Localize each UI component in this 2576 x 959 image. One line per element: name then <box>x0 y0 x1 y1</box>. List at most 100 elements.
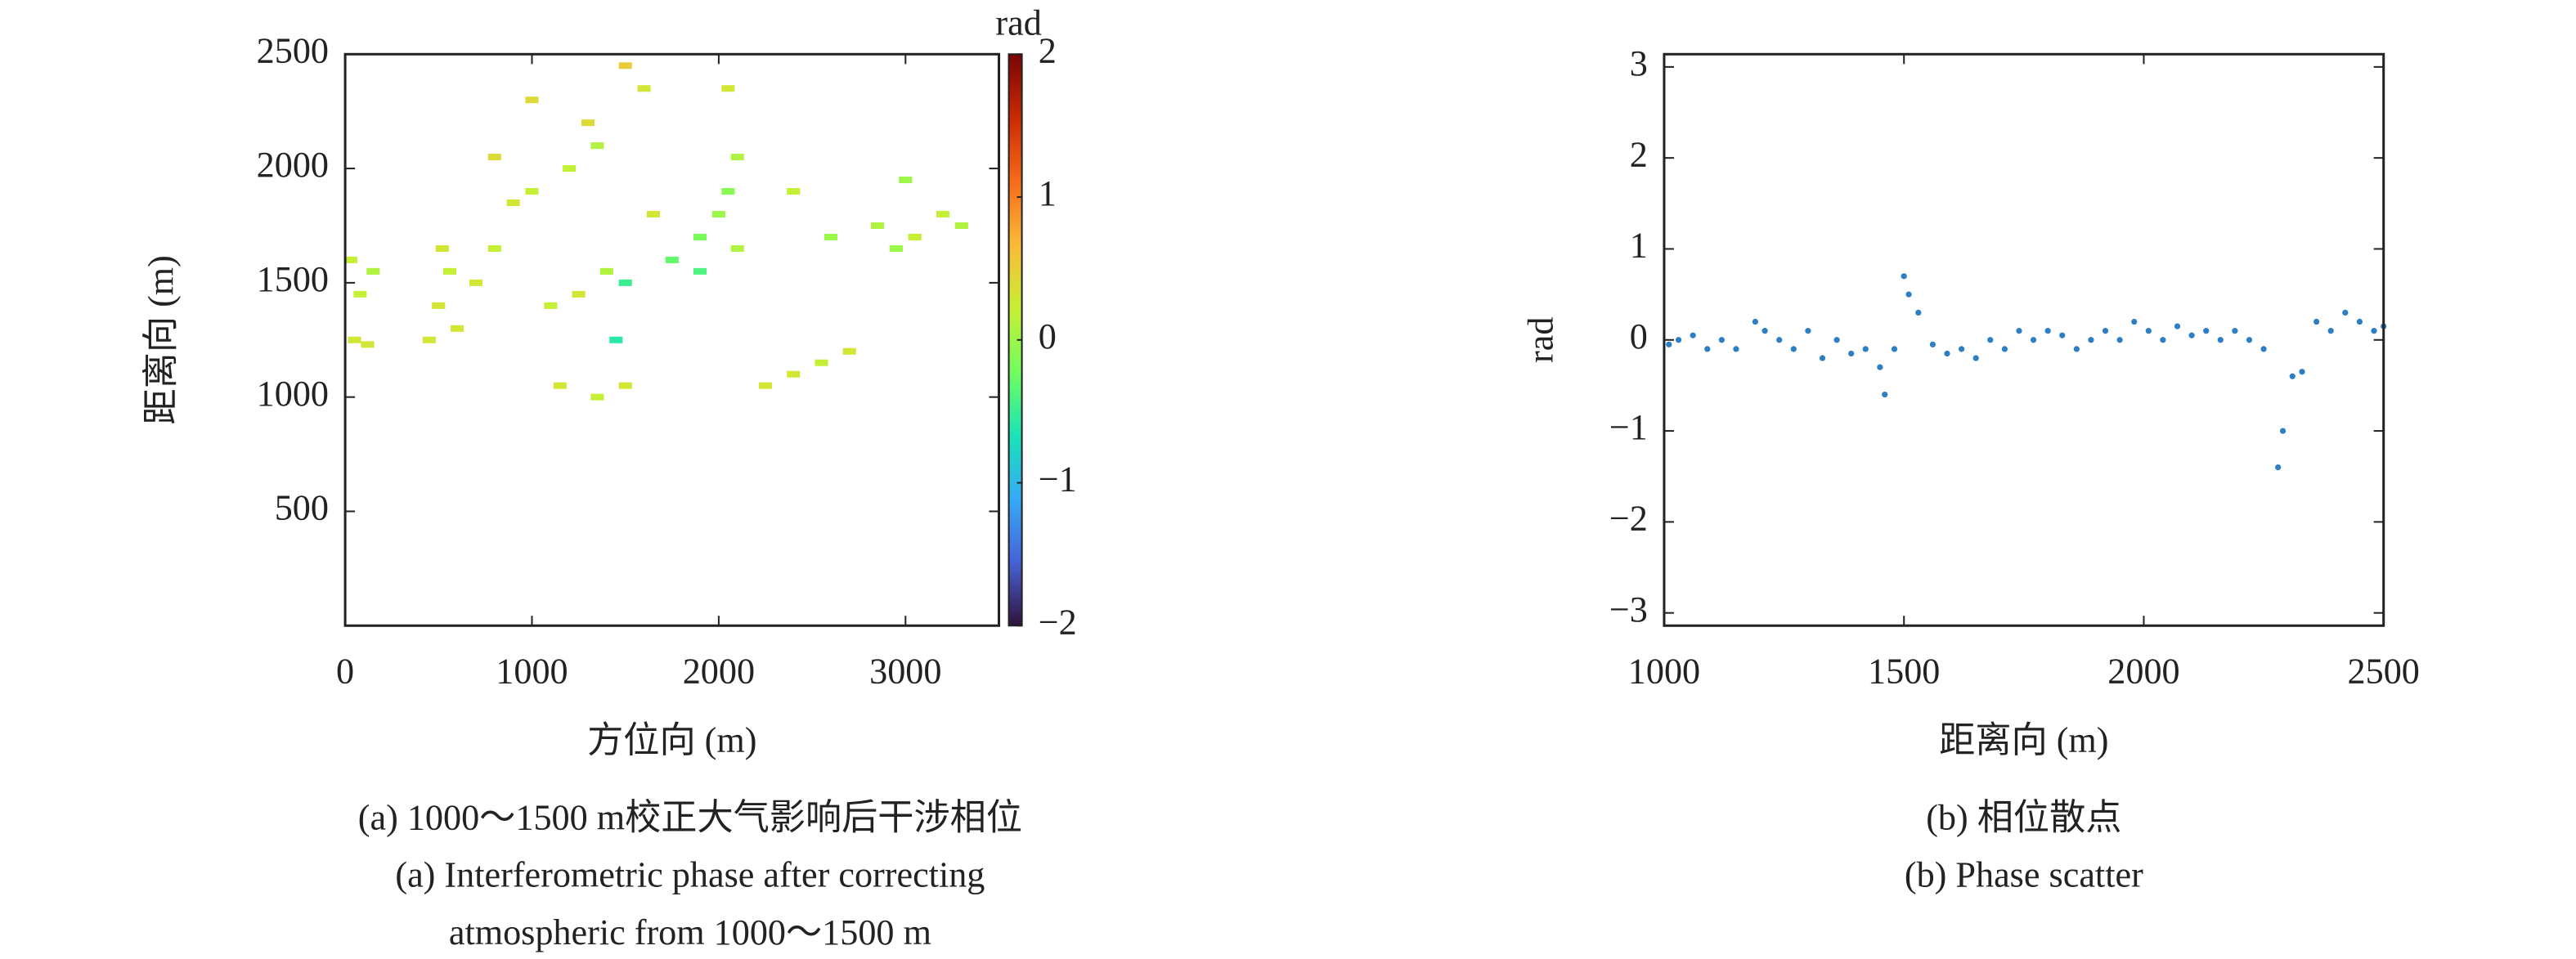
phase-point <box>451 325 464 332</box>
scatter-point <box>2174 323 2181 329</box>
x-tick-label: 1000 <box>1628 652 1700 692</box>
phase-point <box>343 256 357 263</box>
phase-point <box>435 244 449 252</box>
phase-point <box>609 336 623 343</box>
y-tick-label: 1 <box>1630 226 1648 266</box>
phase-point <box>842 347 856 355</box>
y-tick-label: 2000 <box>257 145 329 185</box>
scatter-point <box>2001 346 2008 352</box>
caption: (b) Phase scatter <box>1905 855 2143 895</box>
scatter-point <box>2279 428 2287 434</box>
scatter-point <box>1848 350 1855 357</box>
scatter-point <box>1901 273 1907 280</box>
phase-point <box>487 154 501 161</box>
plot-frame <box>343 52 1000 627</box>
caption: atmospheric from 1000～1500 m <box>449 912 931 952</box>
y-tick-label: 1000 <box>257 374 329 414</box>
phase-point <box>815 359 828 366</box>
colorbar-label: rad <box>995 2 1041 43</box>
scatter-point <box>1862 346 1869 352</box>
colorbar-tick-label: 2 <box>1039 30 1057 70</box>
scatter-point <box>2030 337 2037 343</box>
scatter-point <box>1972 355 1979 361</box>
y-tick-label: −1 <box>1609 407 1648 447</box>
scatter-point <box>1704 346 1711 352</box>
scatter-point <box>2260 346 2267 352</box>
caption: (a) 1000～1500 m校正大气影响后干涉相位 <box>358 797 1022 837</box>
phase-point <box>348 336 361 343</box>
phase-point <box>693 267 707 275</box>
scatter-point <box>2203 328 2210 334</box>
phase-point <box>361 341 375 348</box>
phase-point <box>618 279 632 286</box>
x-axis-label: 距离向 (m) <box>1939 720 2108 760</box>
scatter-point <box>1929 341 1936 347</box>
scatter-point <box>2044 328 2051 334</box>
scatter-point <box>2016 328 2022 334</box>
scatter-point <box>1675 337 1682 343</box>
phase-point <box>442 267 457 275</box>
scatter-point <box>2131 318 2138 325</box>
phase-point <box>525 96 539 104</box>
scatter-point <box>1944 350 1950 357</box>
colorbar-tick-label: 1 <box>1039 173 1057 213</box>
scatter-point <box>2088 337 2094 343</box>
x-tick-label: 2500 <box>2348 652 2420 692</box>
scatter-point <box>2371 328 2377 334</box>
phase-point <box>908 233 922 240</box>
scatter-point <box>1882 391 1888 398</box>
phase-point <box>581 119 595 127</box>
phase-point <box>936 210 950 218</box>
scatter-point <box>1877 364 1883 370</box>
phase-point <box>525 188 539 195</box>
scatter-point <box>2188 332 2195 338</box>
scatter-point <box>1666 341 1672 347</box>
x-tick-label: 2000 <box>683 652 755 692</box>
phase-point <box>899 177 913 184</box>
scatter-point <box>1819 355 1826 361</box>
scatter-point <box>1915 309 1922 316</box>
scatter-point <box>1733 346 1739 352</box>
scatter-point <box>2073 346 2080 352</box>
scatter-point <box>1833 337 1840 343</box>
phase-point <box>721 85 735 92</box>
caption: (b) 相位散点 <box>1926 797 2121 837</box>
scatter-point <box>2313 318 2320 325</box>
phase-point <box>432 302 446 309</box>
scatter-point <box>1891 346 1898 352</box>
phase-point <box>665 256 679 263</box>
x-tick-label: 0 <box>336 652 354 692</box>
scatter-point <box>2102 328 2109 334</box>
phase-point <box>787 188 801 195</box>
scatter-point <box>2289 373 2296 379</box>
y-tick-label: 2500 <box>257 30 329 70</box>
phase-point <box>637 85 651 92</box>
scatter-point <box>2232 328 2238 334</box>
scatter-point <box>1805 328 1811 334</box>
phase-point <box>572 290 586 298</box>
phase-point <box>787 370 801 378</box>
phase-point <box>824 233 837 240</box>
scatter-point <box>2356 318 2363 325</box>
y-tick-label: 0 <box>1630 316 1648 356</box>
scatter-point <box>1958 346 1965 352</box>
phase-point <box>590 393 604 401</box>
phase-point <box>889 244 903 252</box>
phase-point <box>618 62 632 69</box>
phase-point <box>954 222 968 229</box>
phase-point <box>353 290 367 298</box>
phase-point <box>563 165 577 173</box>
scatter-point <box>1752 318 1759 325</box>
y-tick-label: 2 <box>1630 134 1648 174</box>
y-tick-label: −3 <box>1609 589 1648 630</box>
y-tick-label: 3 <box>1630 43 1648 83</box>
phase-point <box>599 267 613 275</box>
x-tick-label: 3000 <box>869 652 941 692</box>
phase-point <box>506 199 520 207</box>
phase-point <box>487 244 501 252</box>
phase-point <box>618 382 632 389</box>
scatter-point <box>2116 337 2123 343</box>
caption: (a) Interferometric phase after correcti… <box>395 855 985 895</box>
scatter-point <box>2275 464 2282 471</box>
